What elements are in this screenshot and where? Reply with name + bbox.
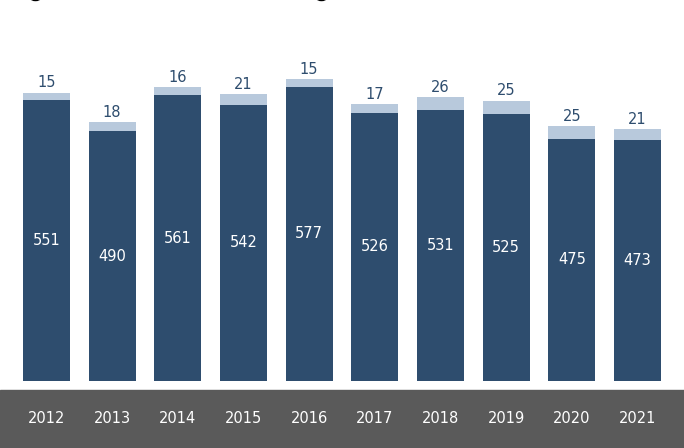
Bar [88, 122, 136, 131]
Text: 577: 577 [295, 226, 323, 241]
Bar [285, 79, 333, 87]
Bar [614, 129, 661, 140]
Text: 2018: 2018 [422, 411, 459, 426]
Text: 16: 16 [168, 69, 187, 85]
Bar [614, 140, 661, 381]
Text: 475: 475 [558, 252, 586, 267]
Bar [548, 126, 596, 139]
Text: 551: 551 [33, 233, 60, 248]
Text: 18: 18 [103, 105, 122, 120]
Bar [154, 95, 202, 381]
Text: 2019: 2019 [488, 411, 525, 426]
Text: 25: 25 [562, 109, 581, 124]
Bar [351, 104, 399, 113]
Bar [482, 113, 530, 381]
Text: 2014: 2014 [159, 411, 196, 426]
Bar [417, 97, 464, 111]
Text: 21: 21 [234, 77, 253, 92]
Bar [285, 87, 333, 381]
Text: 561: 561 [164, 231, 192, 246]
Text: 21: 21 [628, 112, 647, 127]
Text: 2012: 2012 [28, 411, 65, 426]
Bar [351, 113, 399, 381]
Text: 2017: 2017 [356, 411, 393, 426]
Text: 542: 542 [230, 235, 257, 250]
Text: 525: 525 [492, 240, 520, 254]
Text: 2021: 2021 [619, 411, 656, 426]
Text: 473: 473 [624, 253, 651, 268]
Text: 531: 531 [427, 238, 454, 253]
Text: 15: 15 [300, 62, 319, 77]
Legend: Applications for leave to appeal, Notices of appeal as of right: Applications for leave to appeal, Notice… [14, 0, 555, 5]
Text: 2020: 2020 [553, 411, 590, 426]
Text: 15: 15 [37, 75, 56, 90]
Bar [417, 111, 464, 381]
Bar [154, 87, 202, 95]
Bar [23, 100, 70, 381]
Bar [548, 139, 596, 381]
Bar [220, 105, 267, 381]
Text: 490: 490 [98, 249, 126, 263]
Text: 526: 526 [361, 239, 389, 254]
Bar [482, 101, 530, 113]
Text: 2016: 2016 [291, 411, 328, 426]
Text: 26: 26 [431, 80, 450, 95]
Bar [23, 93, 70, 100]
Text: 17: 17 [365, 87, 384, 102]
Text: 2013: 2013 [94, 411, 131, 426]
Text: 2015: 2015 [225, 411, 262, 426]
Bar [88, 131, 136, 381]
Bar [220, 94, 267, 105]
Text: 25: 25 [497, 83, 516, 98]
